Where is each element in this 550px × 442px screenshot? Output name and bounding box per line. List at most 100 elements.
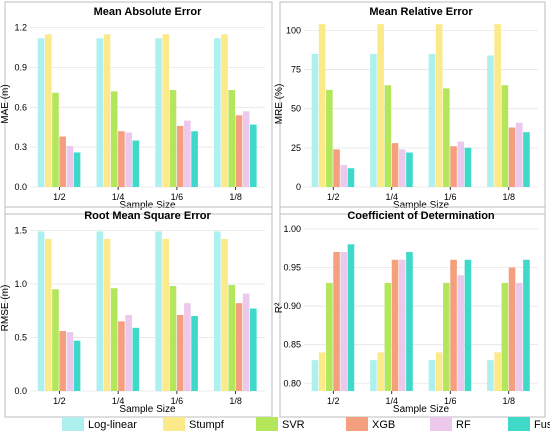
y-tick-label: 0.3: [14, 142, 27, 152]
y-tick-label: 1.0: [14, 279, 27, 289]
bar-log-linear: [370, 360, 377, 391]
y-axis-label: R²: [274, 302, 285, 313]
bar-rf: [184, 120, 191, 187]
bar-stumpf: [435, 352, 443, 391]
y-tick-label: 1.00: [283, 224, 301, 234]
y-axis-label: MAE (m): [0, 84, 11, 123]
y-tick-label: 75: [291, 65, 301, 75]
bar-stumpf: [494, 352, 501, 391]
bar-stumpf: [377, 352, 384, 391]
y-tick-label: 1.2: [14, 23, 27, 33]
x-axis-label: Sample Size: [119, 200, 176, 211]
bar-fusion: [191, 316, 198, 391]
bar-stumpf: [494, 24, 501, 187]
chart-title: Mean Relative Error: [369, 6, 473, 18]
legend-swatch: [256, 417, 278, 431]
bar-xgb: [118, 131, 125, 187]
y-tick-label: 0.5: [14, 332, 27, 342]
bar-log-linear: [96, 231, 104, 391]
bar-xgb: [118, 321, 125, 391]
chart-panel-4: Coefficient of Determination 0.80 0.85 0.90…: [274, 206, 546, 418]
bar-log-linear: [428, 53, 436, 187]
bar-fusion: [523, 132, 530, 187]
bar-stumpf: [221, 238, 228, 391]
bar-xgb: [450, 259, 457, 391]
bar-log-linear: [311, 360, 319, 391]
y-tick-label: 0.0: [14, 182, 27, 192]
bar-fusion: [132, 140, 140, 187]
bar-rf: [242, 111, 250, 187]
bar-stumpf: [318, 24, 326, 187]
bar-rf: [340, 252, 348, 391]
bar-fusion: [464, 147, 472, 187]
bar-svr: [443, 282, 450, 391]
bar-log-linear: [96, 38, 104, 187]
legend-swatch: [508, 417, 530, 431]
bar-fusion: [523, 259, 530, 391]
legend-swatch: [163, 417, 185, 431]
x-tick-label: 1/2: [327, 396, 340, 406]
bar-stumpf: [44, 238, 52, 391]
panel-border: [279, 1, 546, 215]
x-tick-label: 1/6: [444, 192, 457, 202]
y-tick-label: 0: [296, 182, 301, 192]
y-tick-label: 0.80: [283, 378, 301, 388]
bar-rf: [66, 332, 74, 391]
x-tick-label: 1/4: [112, 192, 125, 202]
legend-label: Fusion: [534, 419, 550, 431]
bar-stumpf: [377, 24, 384, 187]
bar-log-linear: [487, 360, 494, 391]
legend-item: SVR: [256, 417, 305, 431]
bar-stumpf: [44, 34, 52, 187]
bar-log-linear: [155, 231, 162, 391]
bar-rf: [457, 275, 465, 391]
bar-xgb: [176, 314, 184, 391]
y-tick-label: 0.6: [14, 102, 27, 112]
bar-xgb: [235, 303, 243, 391]
y-tick-label: 0.9: [14, 62, 27, 72]
chart-panel-1: Mean Absolute Error 0.0 0.3 0.6 0.9 1.2 MAE (m…: [0, 1, 273, 215]
bar-stumpf: [221, 34, 228, 187]
bar-fusion: [406, 152, 413, 187]
bar-log-linear: [37, 231, 45, 391]
bar-svr: [384, 282, 392, 391]
x-tick-label: 1/4: [112, 396, 125, 406]
x-tick-label: 1/8: [229, 396, 242, 406]
bar-xgb: [235, 115, 243, 187]
bar-svr: [110, 288, 118, 391]
y-tick-label: 0.85: [283, 340, 301, 350]
bar-xgb: [508, 267, 516, 391]
bar-rf: [66, 145, 74, 187]
x-axis-label: Sample Size: [393, 200, 450, 211]
legend-item: RF: [430, 417, 471, 431]
y-tick-label: 50: [291, 104, 301, 114]
bar-fusion: [347, 168, 355, 187]
chart-title: Root Mean Square Error: [84, 210, 211, 222]
bar-rf: [340, 165, 348, 187]
chart-title: Coefficient of Determination: [347, 210, 495, 222]
x-tick-label: 1/6: [171, 192, 184, 202]
bar-svr: [326, 282, 333, 391]
bar-fusion: [347, 244, 355, 391]
bar-xgb: [508, 127, 516, 187]
y-tick-label: 0.90: [283, 301, 301, 311]
bar-fusion: [464, 259, 472, 391]
legend-swatch: [430, 417, 452, 431]
bar-log-linear: [487, 55, 494, 187]
bar-stumpf: [103, 34, 111, 187]
legend-swatch: [62, 417, 84, 431]
bar-xgb: [59, 331, 66, 391]
panel-border: [4, 1, 273, 215]
x-tick-label: 1/4: [385, 396, 398, 406]
bar-stumpf: [162, 238, 170, 391]
bar-svr: [501, 282, 509, 391]
x-tick-label: 1/2: [53, 396, 66, 406]
bar-rf: [125, 132, 132, 187]
panel-border: [279, 206, 546, 418]
y-tick-label: 1.5: [14, 225, 27, 235]
bar-log-linear: [214, 38, 221, 187]
legend-item: XGB: [346, 417, 395, 431]
bar-svr: [52, 92, 59, 187]
x-tick-label: 1/6: [444, 396, 457, 406]
bar-xgb: [176, 125, 184, 187]
